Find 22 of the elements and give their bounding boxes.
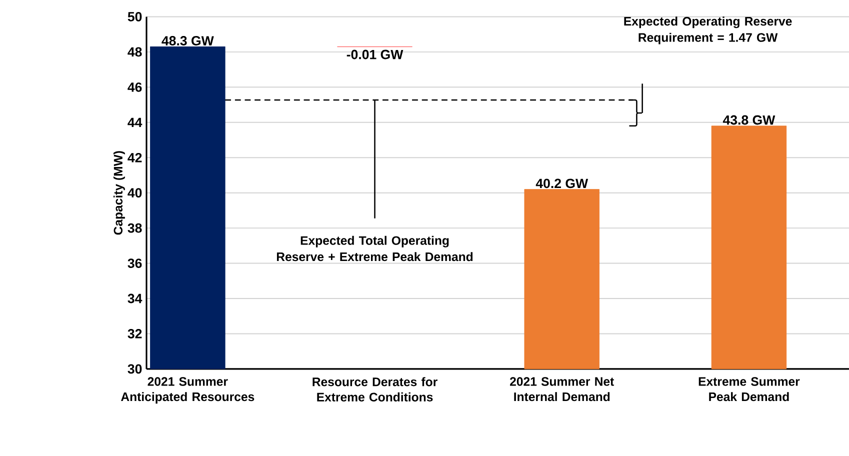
y-tick-label: 40 — [128, 188, 142, 198]
x-tick-label: Resource Derates for Extreme Conditions — [312, 377, 438, 402]
y-tick-label: 32 — [128, 329, 142, 339]
ref-line-label: Expected Total Operating Reserve + Extreme Peak Demand — [276, 236, 473, 262]
x-tick-label: Extreme Summer Peak Demand — [698, 377, 800, 402]
data-label: 48.3 GW — [162, 36, 214, 46]
y-tick-label: 42 — [128, 153, 142, 162]
y-tick-label: 36 — [128, 258, 142, 268]
y-tick-label: 44 — [128, 118, 142, 128]
y-tick-label: 50 — [128, 12, 142, 22]
y-tick-label: 48 — [128, 47, 142, 57]
y-tick-label: 30 — [128, 364, 142, 374]
data-label: -0.01 GW — [346, 50, 404, 60]
y-tick-label: 46 — [128, 82, 142, 92]
annotation: Expected Operating Reserve Requirement = 1.47 GW — [624, 16, 792, 45]
y-tick-label: 38 — [128, 224, 142, 234]
y-axis-title: Capacity (MW) — [113, 151, 125, 235]
x-tick-label: 2021 Summer Net Internal Demand — [510, 377, 614, 402]
x-tick-label: 2021 Summer Anticipated Resources — [120, 377, 254, 404]
data-label: 43.8 GW — [722, 116, 776, 125]
data-label: 40.2 GW — [536, 178, 588, 188]
y-tick-label: 34 — [128, 294, 142, 304]
